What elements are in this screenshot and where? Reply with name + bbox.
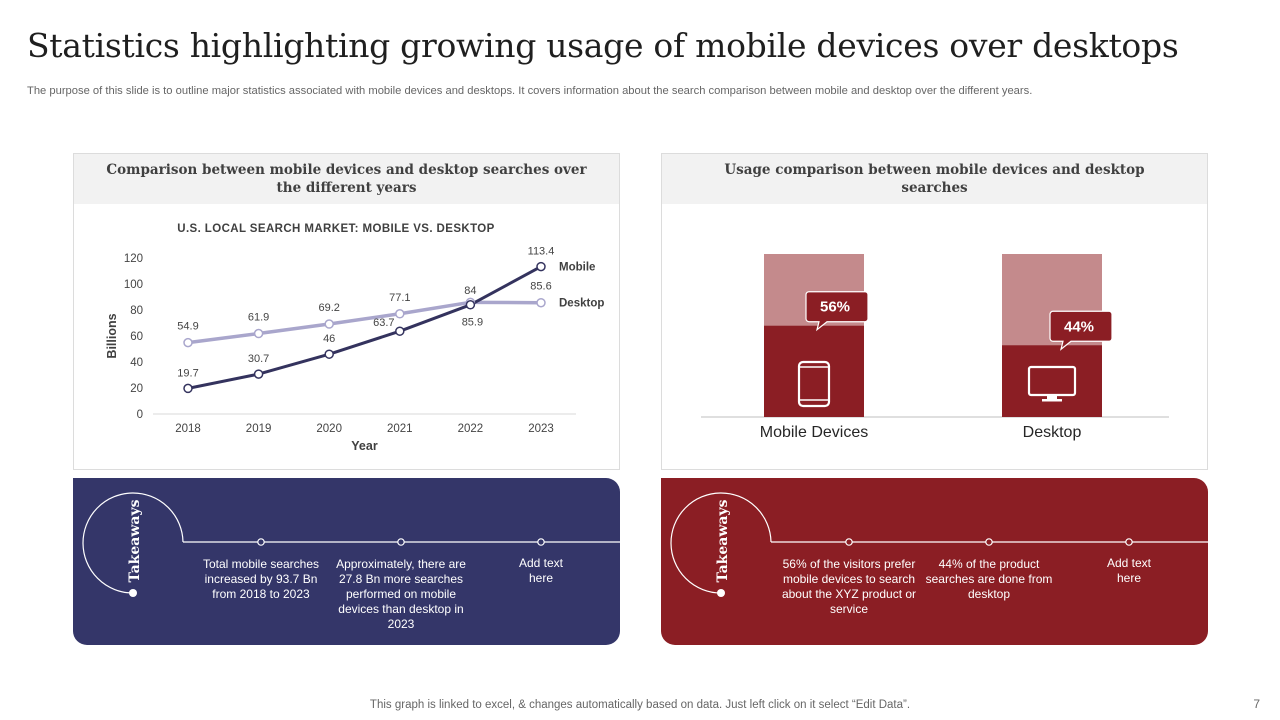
data-label: 46 bbox=[323, 333, 335, 345]
takeaways-node bbox=[845, 538, 853, 546]
takeaway-item: Add text here bbox=[1106, 556, 1152, 585]
takeaways-left: Takeaways Total mobile searches increase… bbox=[73, 478, 620, 645]
footer-note: This graph is linked to excel, & changes… bbox=[369, 699, 911, 711]
mobile-phone-icon-body bbox=[797, 360, 831, 408]
legend-label-mobile: Mobile bbox=[559, 262, 595, 274]
value-callout: 44% bbox=[1049, 310, 1113, 351]
data-label: 113.4 bbox=[528, 246, 555, 258]
bar-chart-panel: Usage comparison between mobile devices … bbox=[661, 153, 1208, 470]
y-axis-title: Billions bbox=[105, 313, 119, 358]
takeaway-item: 44% of the product searches are done fro… bbox=[925, 557, 1053, 601]
line-chart: U.S. LOCAL SEARCH MARKET: MOBILE VS. DES… bbox=[105, 223, 604, 453]
y-tick-label: 20 bbox=[130, 383, 143, 395]
data-point-desktop bbox=[395, 309, 405, 319]
takeaways-arc bbox=[82, 492, 184, 594]
bar-fill bbox=[1002, 345, 1102, 417]
takeaways-arc bbox=[670, 492, 772, 594]
series-line-desktop bbox=[187, 300, 542, 345]
y-tick-label: 100 bbox=[124, 279, 143, 291]
x-tick-label: 2022 bbox=[458, 423, 484, 435]
page-title: Statistics highlighting growing usage of… bbox=[27, 26, 1179, 65]
chart-title: U.S. LOCAL SEARCH MARKET: MOBILE VS. DES… bbox=[177, 223, 494, 235]
takeaways-right-connector bbox=[670, 492, 1208, 597]
y-tick-label: 40 bbox=[130, 357, 143, 369]
data-point-mobile bbox=[183, 383, 193, 394]
x-tick-label: 2021 bbox=[387, 423, 413, 435]
series-line-mobile bbox=[187, 265, 542, 390]
takeaways-label: Takeaways bbox=[127, 499, 143, 583]
x-tick-label: 2023 bbox=[528, 423, 554, 435]
x-tick-label: 2018 bbox=[175, 423, 201, 435]
value-callout: 56% bbox=[805, 291, 869, 332]
bar-fill bbox=[764, 325, 864, 417]
takeaway-item: 56% of the visitors prefer mobile device… bbox=[781, 557, 917, 616]
y-tick-label: 0 bbox=[137, 409, 143, 421]
page-number: 7 bbox=[1253, 697, 1260, 711]
data-point-mobile bbox=[395, 326, 405, 336]
data-label: 77.1 bbox=[389, 292, 410, 304]
callout-bubble bbox=[1049, 310, 1113, 351]
data-point-mobile bbox=[253, 369, 264, 379]
bar-chart: Mobile Devices 56% Desktop 44% bbox=[701, 254, 1169, 441]
takeaway-item: Add text here bbox=[518, 556, 564, 585]
data-label: 61.9 bbox=[248, 312, 269, 324]
desktop-monitor-icon-base bbox=[1042, 399, 1062, 402]
desktop-monitor-icon-stand bbox=[1047, 395, 1057, 400]
data-label: 84 bbox=[464, 285, 476, 297]
category-label: Mobile Devices bbox=[760, 424, 868, 441]
takeaway-item: Approximately, there are 27.8 Bn more se… bbox=[336, 557, 466, 631]
bar-chart-panel-heading: Usage comparison between mobile devices … bbox=[662, 154, 1207, 204]
mobile-phone-icon bbox=[797, 360, 831, 408]
takeaways-node bbox=[257, 538, 265, 546]
data-label: 54.9 bbox=[177, 321, 198, 333]
callout-value: 56% bbox=[820, 299, 850, 316]
x-tick-label: 2019 bbox=[246, 423, 272, 435]
x-axis-title: Year bbox=[351, 439, 378, 453]
line-chart-panel-heading: Comparison between mobile devices and de… bbox=[74, 154, 619, 204]
y-tick-label: 120 bbox=[124, 253, 143, 265]
data-point-mobile bbox=[324, 349, 334, 359]
callout-value: 44% bbox=[1064, 318, 1094, 335]
line-chart-panel: Comparison between mobile devices and de… bbox=[73, 153, 620, 470]
takeaways-left-connector bbox=[82, 492, 620, 597]
data-label: 69.2 bbox=[318, 302, 339, 314]
takeaways-start-dot bbox=[717, 589, 725, 597]
data-label: 30.7 bbox=[248, 353, 269, 365]
takeaways-node bbox=[1125, 538, 1133, 546]
y-tick-label: 60 bbox=[130, 331, 143, 343]
data-label: 63.7 bbox=[373, 317, 394, 329]
data-label: 85.6 bbox=[530, 281, 551, 293]
takeaways-node bbox=[537, 538, 545, 546]
callout-bubble bbox=[805, 291, 869, 332]
data-point-mobile bbox=[465, 300, 476, 310]
takeaways-right: Takeaways 56% of the visitors prefer mob… bbox=[661, 478, 1208, 645]
data-point-desktop bbox=[253, 328, 264, 339]
takeaways-start-dot bbox=[129, 589, 137, 597]
data-label: 85.9 bbox=[462, 316, 483, 328]
takeaways-node bbox=[985, 538, 993, 546]
desktop-monitor-icon bbox=[1027, 365, 1077, 402]
legend-label-desktop: Desktop bbox=[559, 298, 604, 310]
data-label: 19.7 bbox=[177, 367, 198, 379]
data-point-mobile bbox=[536, 261, 546, 272]
y-tick-label: 80 bbox=[130, 305, 143, 317]
data-point-desktop bbox=[183, 337, 193, 348]
takeaway-item: Total mobile searches increased by 93.7 … bbox=[202, 557, 320, 601]
page-subtitle: The purpose of this slide is to outline … bbox=[27, 85, 1033, 97]
x-tick-label: 2020 bbox=[316, 423, 342, 435]
category-label: Desktop bbox=[1023, 424, 1082, 441]
data-point-desktop bbox=[536, 297, 546, 308]
data-point-desktop bbox=[324, 319, 334, 329]
takeaways-node bbox=[397, 538, 405, 546]
takeaways-label: Takeaways bbox=[715, 499, 731, 583]
